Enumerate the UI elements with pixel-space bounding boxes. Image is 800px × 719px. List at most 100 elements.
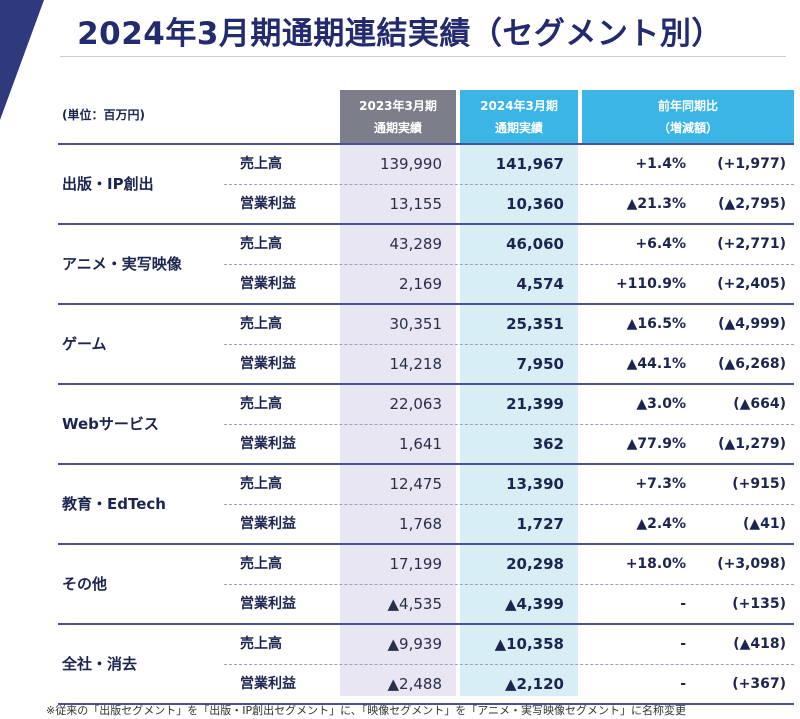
segment-name: ゲーム [62, 335, 107, 353]
metric-label: 売上高 [240, 316, 282, 332]
row-divider [224, 504, 794, 505]
value-fy2023: 2,169 [399, 275, 442, 293]
segment-name: 教育・EdTech [62, 495, 166, 513]
value-fy2024: ▲4,399 [505, 595, 564, 613]
yoy-percent: ▲2.4% [636, 516, 686, 532]
table-row: 営業利益 ▲4,535 ▲4,399 - (+135) [58, 584, 794, 624]
yoy-difference: (+2,771) [717, 236, 786, 252]
metric-label: 営業利益 [240, 196, 296, 212]
value-fy2024: 1,727 [516, 515, 564, 533]
yoy-percent: +7.3% [635, 476, 686, 492]
yoy-percent: ▲77.9% [626, 436, 686, 452]
table-row: 営業利益 1,768 1,727 ▲2.4% (▲41) [58, 504, 794, 544]
metric-label: 営業利益 [240, 516, 296, 532]
yoy-difference: (▲41) [742, 516, 786, 532]
yoy-percent: - [680, 676, 686, 692]
table-row: 売上高 30,351 25,351 ▲16.5% (▲4,999) [58, 304, 794, 344]
segment-name: アニメ・実写映像 [62, 255, 182, 273]
table-row: 売上高 12,475 13,390 +7.3% (+915) [58, 464, 794, 504]
metric-label: 営業利益 [240, 596, 296, 612]
header-yoy-label: 前年同期比 [657, 99, 718, 113]
table-row: 営業利益 13,155 10,360 ▲21.3% (▲2,795) [58, 184, 794, 224]
yoy-difference: (▲2,795) [718, 196, 786, 212]
value-fy2023: 22,063 [389, 395, 443, 413]
metric-label: 営業利益 [240, 276, 296, 292]
metric-label: 売上高 [240, 636, 282, 652]
yoy-difference: (+915) [732, 476, 786, 492]
yoy-percent: - [680, 636, 686, 652]
metric-label: 営業利益 [240, 356, 296, 372]
table-row: 売上高 139,990 141,967 +1.4% (+1,977) [58, 144, 794, 184]
yoy-difference: (▲6,268) [718, 356, 786, 372]
value-fy2024: 13,390 [506, 475, 564, 493]
value-fy2023: 12,475 [389, 475, 443, 493]
metric-label: 営業利益 [240, 436, 296, 452]
header-yoy-sublabel: （増減額） [657, 121, 718, 135]
value-fy2023: 1,641 [399, 435, 442, 453]
yoy-percent: +1.4% [635, 156, 686, 172]
value-fy2024: 10,360 [506, 195, 564, 213]
yoy-difference: (▲1,279) [718, 436, 786, 452]
column-fy2024-background [460, 144, 578, 696]
metric-label: 売上高 [240, 476, 282, 492]
corner-accent [0, 0, 44, 120]
header-fy2023-label: 通期実績 [373, 121, 422, 135]
page-title: 2024年3月期通期連結実績（セグメント別） [77, 16, 723, 52]
value-fy2024: 25,351 [506, 315, 564, 333]
row-divider [224, 424, 794, 425]
row-divider [224, 584, 794, 585]
yoy-percent: - [680, 596, 686, 612]
yoy-difference: (▲664) [733, 396, 786, 412]
yoy-percent: +110.9% [615, 276, 686, 292]
segment-divider [58, 223, 794, 225]
value-fy2024: 46,060 [506, 235, 564, 253]
yoy-percent: +18.0% [625, 556, 686, 572]
header-fy2023: 2023年3月期 通期実績 [340, 90, 456, 144]
value-fy2024: ▲10,358 [494, 635, 564, 653]
value-fy2024: 4,574 [516, 275, 564, 293]
segment-divider [58, 703, 794, 705]
segment-divider [58, 383, 794, 385]
table-row: 売上高 17,199 20,298 +18.0% (+3,098) [58, 544, 794, 584]
yoy-percent: ▲44.1% [626, 356, 686, 372]
value-fy2024: 20,298 [506, 555, 564, 573]
yoy-percent: ▲16.5% [626, 316, 686, 332]
value-fy2024: ▲2,120 [505, 675, 564, 693]
yoy-difference: (▲418) [733, 636, 786, 652]
table-row: 売上高 ▲9,939 ▲10,358 - (▲418) [58, 624, 794, 664]
title-underline [60, 56, 786, 57]
yoy-difference: (+367) [732, 676, 786, 692]
column-fy2023-background [340, 144, 456, 696]
value-fy2024: 21,399 [506, 395, 564, 413]
segment-divider [58, 303, 794, 305]
table-row: 営業利益 2,169 4,574 +110.9% (+2,405) [58, 264, 794, 304]
yoy-difference: (+2,405) [717, 276, 786, 292]
header-fy2023-period: 2023年3月期 [359, 99, 437, 113]
table-row: 営業利益 1,641 362 ▲77.9% (▲1,279) [58, 424, 794, 464]
table-row: 売上高 22,063 21,399 ▲3.0% (▲664) [58, 384, 794, 424]
header-fy2024-period: 2024年3月期 [480, 99, 558, 113]
value-fy2023: ▲4,535 [387, 595, 442, 613]
metric-label: 売上高 [240, 236, 282, 252]
header-yoy: 前年同期比 （増減額） [582, 90, 794, 144]
segment-name: その他 [62, 575, 108, 593]
metric-label: 売上高 [240, 396, 282, 412]
footnote: ※従来の「出版セグメント」を「出版・IP創出セグメント」に、「映像セグメント」を… [46, 704, 687, 717]
table-row: 営業利益 ▲2,488 ▲2,120 - (+367) [58, 664, 794, 704]
table-row: 売上高 43,289 46,060 +6.4% (+2,771) [58, 224, 794, 264]
value-fy2023: 30,351 [389, 315, 443, 333]
header-fy2024-label: 通期実績 [494, 121, 543, 135]
segment-name: 出版・IP創出 [62, 175, 154, 193]
value-fy2023: 14,218 [389, 355, 443, 373]
yoy-difference: (+3,098) [717, 556, 786, 572]
row-divider [224, 184, 794, 185]
yoy-difference: (+135) [732, 596, 786, 612]
segment-name: Webサービス [62, 415, 159, 433]
value-fy2023: 17,199 [389, 555, 443, 573]
yoy-percent: +6.4% [635, 236, 686, 252]
value-fy2024: 141,967 [495, 155, 564, 173]
value-fy2023: ▲9,939 [387, 635, 442, 653]
metric-label: 売上高 [240, 556, 282, 572]
segment-divider [58, 543, 794, 545]
value-fy2023: 43,289 [389, 235, 443, 253]
